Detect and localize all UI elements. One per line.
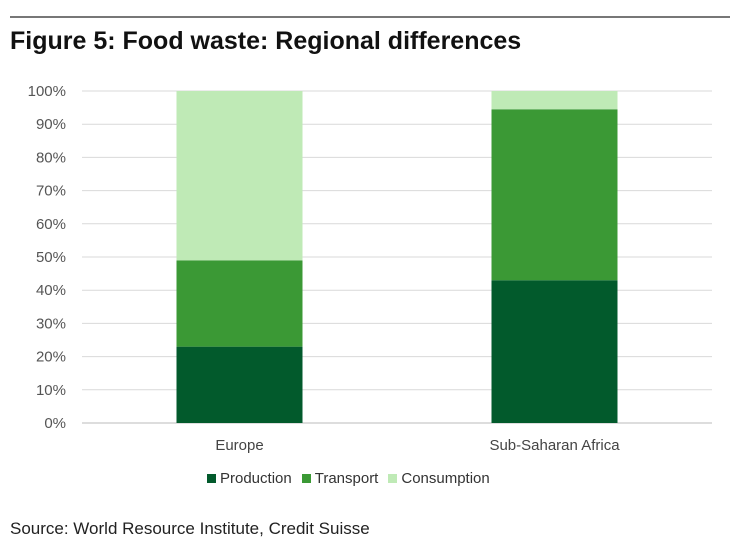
y-tick-label: 30%: [36, 315, 66, 332]
y-tick-label: 100%: [28, 83, 66, 100]
bar-production-sub-saharan-africa: [491, 280, 618, 423]
y-tick-label: 50%: [36, 249, 66, 266]
legend-label-transport: Transport: [314, 470, 379, 487]
bar-transport-europe: [176, 260, 303, 347]
y-tick-label: 0%: [44, 415, 66, 432]
y-tick-label: 80%: [36, 149, 66, 166]
bar-consumption-sub-saharan-africa: [491, 91, 618, 110]
figure-title: Figure 5: Food waste: Regional differenc…: [10, 27, 522, 55]
legend-item-consumption: Consumption: [388, 470, 490, 487]
legend-swatch-transport: [301, 474, 311, 483]
stacked-bar-chart: 0% 10% 20% 30% 40% 50% 60% 70% 80% 90% 100% Europe S…: [28, 83, 712, 454]
legend-label-consumption: Consumption: [401, 470, 490, 487]
bar-production-europe: [176, 346, 303, 423]
bar-consumption-europe: [176, 91, 303, 261]
y-tick-label: 20%: [36, 349, 66, 366]
y-tick-label: 60%: [36, 216, 66, 233]
bar-transport-sub-saharan-africa: [491, 109, 618, 281]
x-category-label: Europe: [215, 437, 263, 454]
y-tick-label: 70%: [36, 183, 66, 200]
y-tick-label: 40%: [36, 282, 66, 299]
legend-item-production: Production: [207, 470, 292, 487]
legend-item-transport: Transport: [301, 470, 379, 487]
chart-legend: Production Transport Consumption: [207, 470, 490, 487]
source-note: Source: World Resource Institute, Credit…: [10, 519, 370, 538]
legend-swatch-production: [207, 474, 216, 483]
legend-swatch-consumption: [388, 474, 398, 483]
legend-label-production: Production: [220, 470, 292, 487]
y-tick-label: 90%: [36, 116, 66, 133]
top-rule: [10, 16, 730, 18]
y-tick-label: 10%: [36, 382, 66, 399]
x-category-label: Sub-Saharan Africa: [489, 437, 620, 454]
